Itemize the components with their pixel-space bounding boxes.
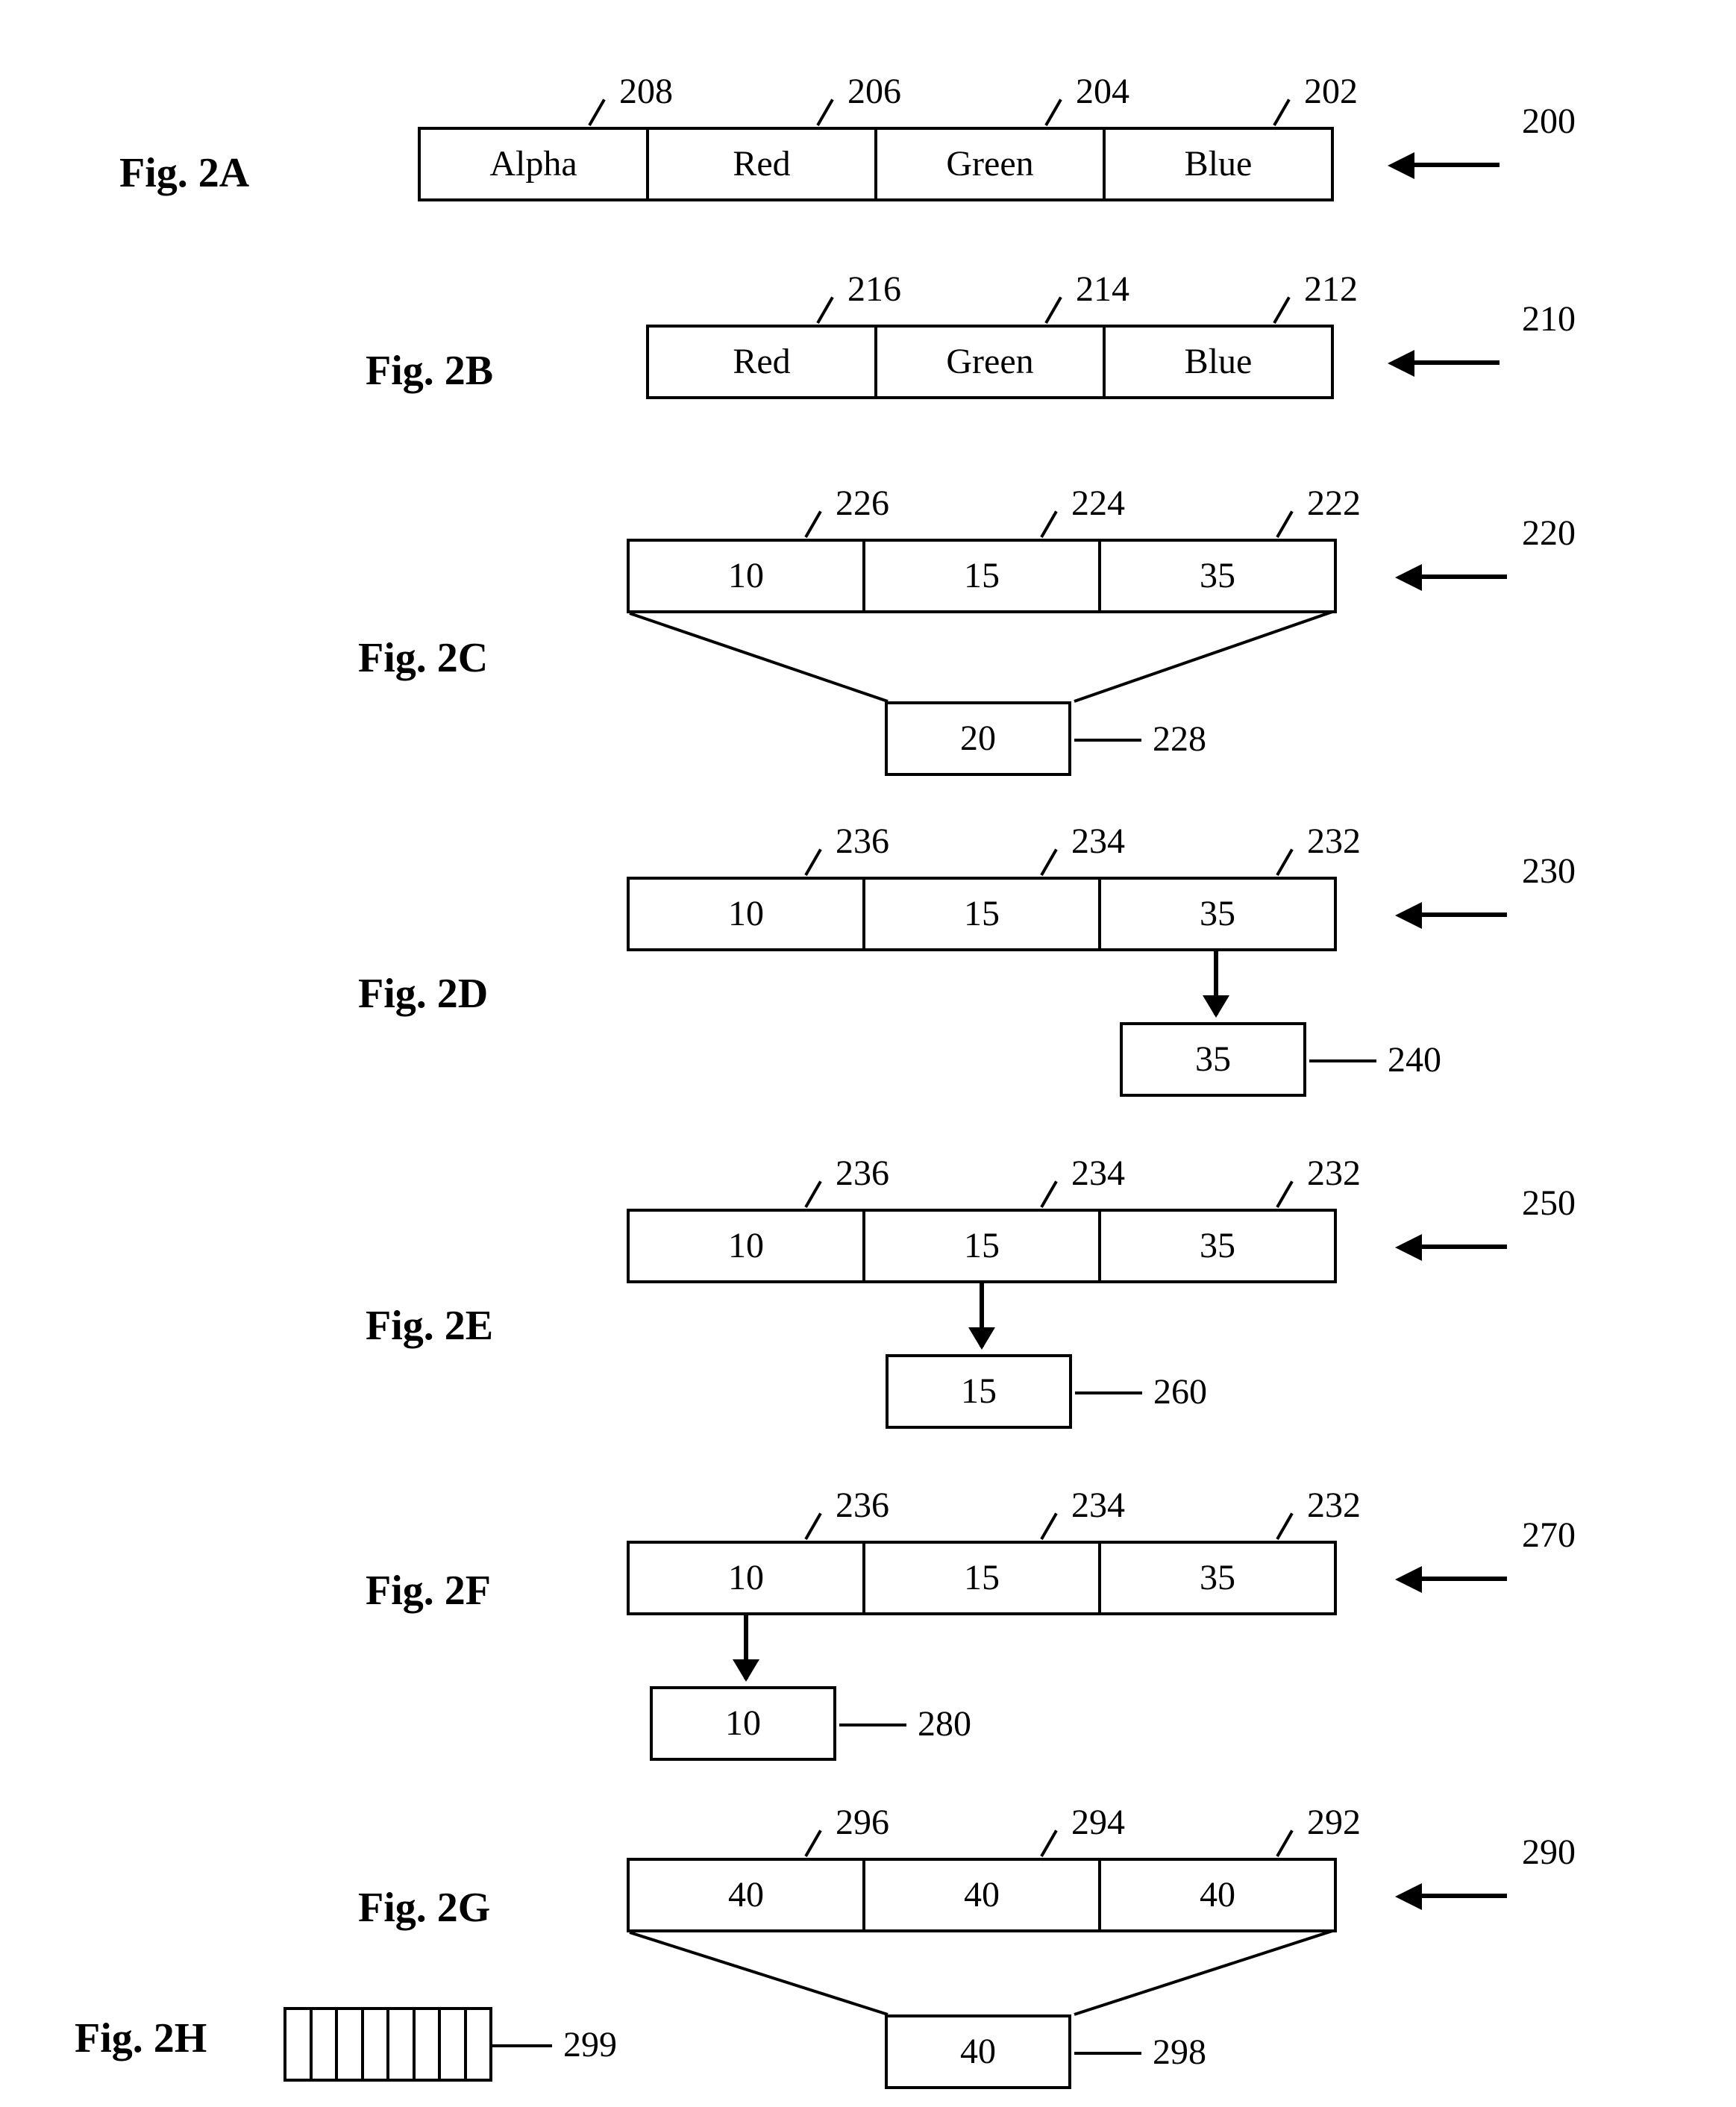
- leader: [492, 2044, 552, 2047]
- converge-lines-g: [0, 0, 1736, 2107]
- leader: [1074, 2052, 1141, 2055]
- fig-2h-hatch: [283, 2007, 492, 2082]
- fig-2h-label: Fig. 2H: [75, 2014, 207, 2062]
- ref-298: 298: [1153, 2032, 1206, 2073]
- ref-299: 299: [563, 2024, 617, 2065]
- fig-2g-result: 40: [885, 2014, 1071, 2089]
